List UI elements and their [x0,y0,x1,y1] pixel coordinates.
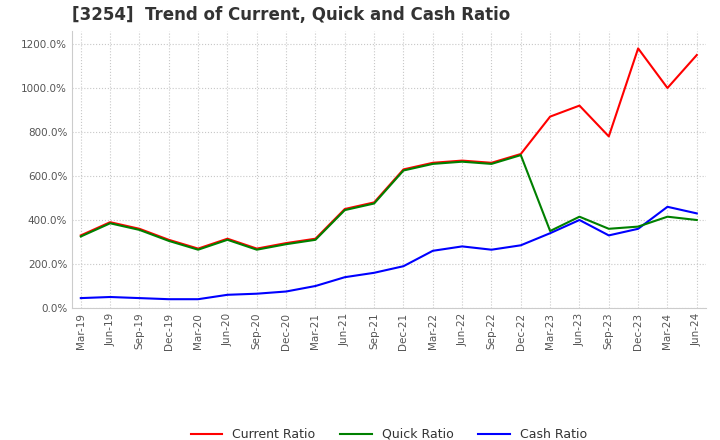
Cash Ratio [605,233,613,238]
Quick Ratio [516,152,525,158]
Current Ratio [311,236,320,241]
Cash Ratio [194,297,202,302]
Cash Ratio [546,231,554,236]
Current Ratio [399,167,408,172]
Cash Ratio [341,275,349,280]
Current Ratio [487,160,496,165]
Current Ratio [693,52,701,58]
Current Ratio [663,85,672,91]
Current Ratio [575,103,584,108]
Line: Quick Ratio: Quick Ratio [81,155,697,250]
Current Ratio [194,246,202,251]
Cash Ratio [164,297,173,302]
Quick Ratio [663,214,672,219]
Current Ratio [634,46,642,51]
Current Ratio [428,160,437,165]
Quick Ratio [428,161,437,166]
Cash Ratio [575,217,584,223]
Current Ratio [76,233,85,238]
Current Ratio [341,206,349,212]
Cash Ratio [428,248,437,253]
Cash Ratio [458,244,467,249]
Quick Ratio [253,247,261,253]
Quick Ratio [458,159,467,164]
Quick Ratio [223,237,232,242]
Current Ratio [135,226,144,231]
Current Ratio [516,151,525,157]
Quick Ratio [311,237,320,242]
Current Ratio [458,158,467,163]
Current Ratio [164,237,173,242]
Line: Current Ratio: Current Ratio [81,48,697,249]
Current Ratio [253,246,261,251]
Cash Ratio [399,264,408,269]
Cash Ratio [693,211,701,216]
Quick Ratio [370,201,379,206]
Current Ratio [546,114,554,119]
Text: [3254]  Trend of Current, Quick and Cash Ratio: [3254] Trend of Current, Quick and Cash … [72,6,510,24]
Current Ratio [370,200,379,205]
Cash Ratio [487,247,496,253]
Quick Ratio [487,161,496,166]
Quick Ratio [282,242,290,247]
Cash Ratio [311,283,320,289]
Cash Ratio [634,226,642,231]
Cash Ratio [106,294,114,300]
Quick Ratio [341,207,349,213]
Quick Ratio [164,238,173,244]
Cash Ratio [370,270,379,275]
Quick Ratio [194,247,202,253]
Cash Ratio [282,289,290,294]
Quick Ratio [634,224,642,229]
Quick Ratio [575,214,584,219]
Cash Ratio [223,292,232,297]
Quick Ratio [399,168,408,173]
Quick Ratio [546,228,554,234]
Cash Ratio [663,204,672,209]
Quick Ratio [605,226,613,231]
Line: Cash Ratio: Cash Ratio [81,207,697,299]
Quick Ratio [106,220,114,226]
Cash Ratio [76,296,85,301]
Cash Ratio [516,243,525,248]
Current Ratio [605,134,613,139]
Current Ratio [106,220,114,225]
Cash Ratio [253,291,261,297]
Quick Ratio [693,217,701,223]
Current Ratio [282,240,290,246]
Current Ratio [223,236,232,241]
Cash Ratio [135,296,144,301]
Quick Ratio [76,234,85,239]
Quick Ratio [135,227,144,232]
Legend: Current Ratio, Quick Ratio, Cash Ratio: Current Ratio, Quick Ratio, Cash Ratio [186,423,592,440]
